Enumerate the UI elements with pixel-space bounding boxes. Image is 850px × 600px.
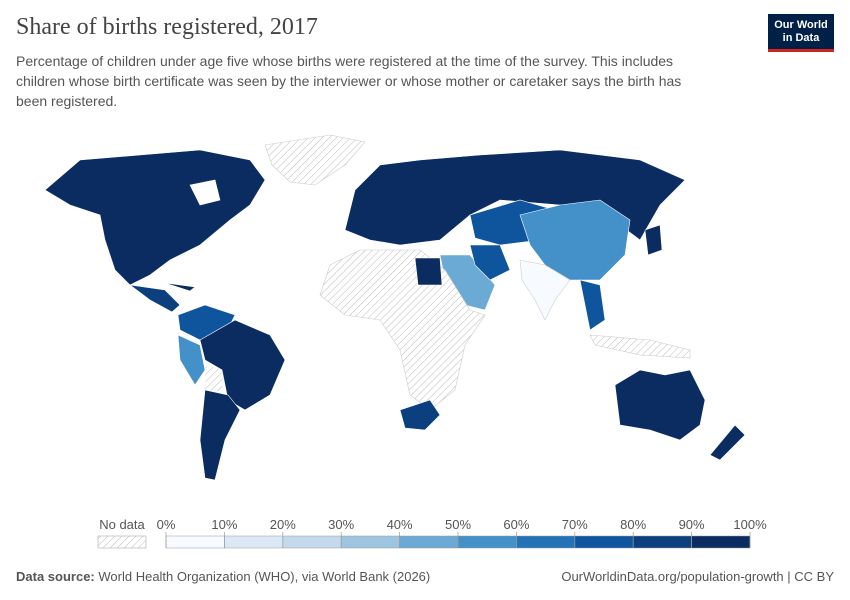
legend-tick-label: 90% (679, 517, 705, 532)
brazil (199, 319, 286, 411)
se-asia (579, 279, 606, 331)
hudson-bay (189, 179, 221, 206)
bolivia (204, 364, 226, 393)
iran (469, 244, 511, 281)
japan (644, 224, 663, 256)
legend-tick-label: 40% (387, 517, 413, 532)
new-zealand (709, 424, 746, 461)
logo: Our World in Data (768, 14, 834, 52)
no-data-swatch (97, 535, 147, 549)
cuba (164, 282, 196, 292)
southern-cone (199, 389, 241, 481)
legend-tick-label: 70% (562, 517, 588, 532)
south-africa (399, 399, 441, 431)
logo-line: Our World (774, 19, 828, 31)
legend-swatch (691, 535, 751, 549)
legend-tick-label: 50% (445, 517, 471, 532)
legend-swatch (224, 535, 284, 549)
legend-tick-label: 60% (503, 517, 529, 532)
legend-swatch (457, 535, 517, 549)
north-america (44, 149, 266, 286)
egypt (414, 257, 443, 286)
legend-swatch (340, 535, 400, 549)
greenland (264, 134, 366, 186)
legend-swatch (632, 535, 692, 549)
no-data-label: No data (99, 517, 145, 532)
legend-tick-label: 0% (157, 517, 176, 532)
africa-north (319, 249, 486, 411)
europe-russia (344, 149, 686, 246)
legend-tick-label: 10% (211, 517, 237, 532)
source-label: Data source: (16, 569, 95, 584)
legend-tick-label: 80% (620, 517, 646, 532)
url[interactable]: OurWorldinData.org/population-growth | C… (561, 569, 834, 584)
source: World Health Organization (WHO), via Wor… (98, 569, 431, 584)
legend-swatch (282, 535, 342, 549)
legend-swatch (574, 535, 634, 549)
subtitle: Percentage of children under age five wh… (16, 53, 682, 109)
australia (614, 369, 706, 441)
central-america (129, 284, 181, 313)
legend-tick-label: 100% (733, 517, 767, 532)
legend-swatch (165, 535, 225, 549)
legend-tick-label: 30% (328, 517, 354, 532)
legend-swatch (516, 535, 576, 549)
china (519, 199, 631, 281)
footer: Data source: World Health Organization (… (16, 569, 834, 584)
legend-tick-label: 20% (270, 517, 296, 532)
legend: No data 0% 10% 20% 30% 40% 50% 60% 70% 80% 90% 100… (97, 517, 767, 549)
indonesia (589, 334, 691, 359)
india (519, 259, 571, 321)
countries (44, 134, 746, 481)
logo-line: in Data (782, 32, 820, 44)
legend-swatch (399, 535, 459, 549)
peru (177, 334, 206, 386)
title: Share of births registered, 2017 (16, 14, 318, 40)
